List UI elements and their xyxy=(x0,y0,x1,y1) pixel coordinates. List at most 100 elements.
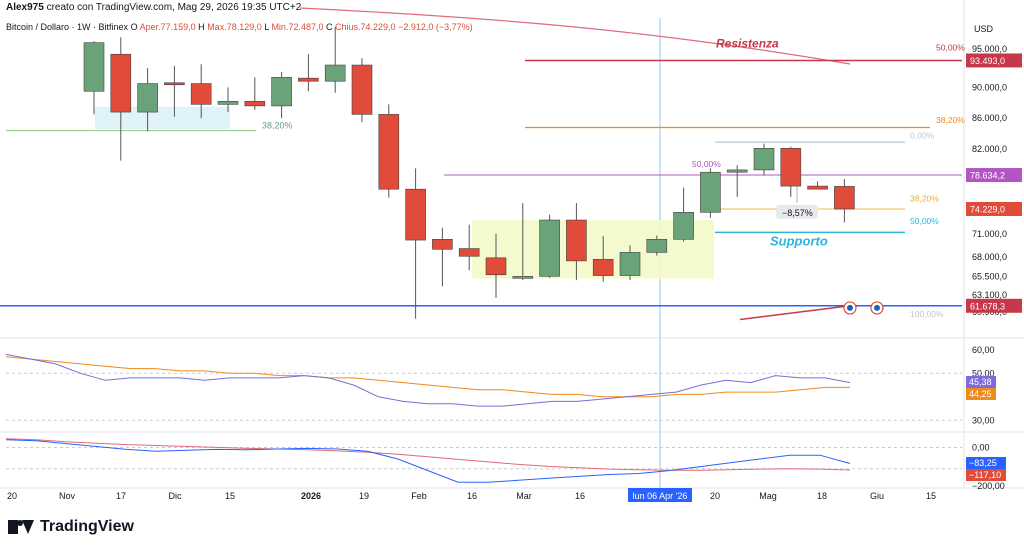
candle-body xyxy=(351,64,373,115)
measure-badge xyxy=(776,204,818,219)
time-cursor-badge xyxy=(628,488,692,502)
fib-label-support: 50,00% xyxy=(910,216,939,226)
time-tick-label: Feb xyxy=(411,491,427,501)
fib-label-100: 100,00% xyxy=(910,309,944,319)
price-badge-label: 61.678,3 xyxy=(970,301,1005,311)
resistance-label: Resistenza xyxy=(716,36,779,50)
candle-body xyxy=(619,252,641,276)
event-flag-icon-inner xyxy=(847,304,853,311)
change-value: −2.912,0 (−3,77%) xyxy=(398,22,473,32)
macd-signal-line xyxy=(5,438,851,471)
time-tick-label: Mag xyxy=(759,491,777,501)
candle-body xyxy=(432,239,453,250)
close-label: C xyxy=(326,22,333,32)
rsi-badge-label: 45,38 xyxy=(969,377,992,387)
time-tick-label: 16 xyxy=(575,491,585,501)
low-value: Min.72.487,0 xyxy=(271,22,324,32)
candle-body xyxy=(807,185,828,190)
brand-name: TradingView xyxy=(40,518,134,535)
price-tick-label: 95.000,0 xyxy=(972,44,1007,54)
macd-tick-label: −200,00 xyxy=(972,481,1005,491)
fib-label-orange: 38,20% xyxy=(936,115,965,125)
price-tick-label: 68.000,0 xyxy=(972,252,1007,262)
macd-line xyxy=(5,439,851,483)
candle-body xyxy=(83,42,105,92)
rsi-tick-label: 30,00 xyxy=(972,415,995,425)
time-tick-label: Dic xyxy=(169,491,182,501)
rsi-badge xyxy=(966,376,996,388)
price-tick-label: 71.000,0 xyxy=(972,229,1007,239)
candle-body xyxy=(217,100,239,105)
event-flag-icon-inner xyxy=(874,304,880,311)
snapshot-date: Mag 29, 2026 19:35 UTC+2 xyxy=(177,2,302,13)
price-tick-label: 90.000,0 xyxy=(972,82,1007,92)
candle-body xyxy=(753,148,775,171)
time-tick-label: 20 xyxy=(7,491,17,501)
fib-label-left: 38,20% xyxy=(262,120,293,130)
high-label: H xyxy=(198,22,205,32)
time-tick-label: 15 xyxy=(926,491,936,501)
author-name: Alex975 xyxy=(6,2,44,13)
candle-body xyxy=(110,53,132,113)
candle-body xyxy=(137,83,158,113)
macd-badge xyxy=(966,469,1006,481)
price-tick-label: 63.100,0 xyxy=(972,290,1007,300)
price-badge-label: 93.493,0 xyxy=(970,56,1005,66)
moving-average-line xyxy=(299,7,851,65)
macd-badge-label: −117,10 xyxy=(969,470,1001,480)
price-badge-label: 78.634,2 xyxy=(970,171,1005,181)
candle-body xyxy=(324,64,346,82)
price-tick-label: 82.000,0 xyxy=(972,144,1007,154)
symbol-label: Bitcoin / Dollaro · 1W · Bitfinex xyxy=(6,22,129,32)
candle-body xyxy=(646,239,668,253)
candle-body xyxy=(485,257,507,276)
candle-body xyxy=(539,219,560,277)
time-tick-label: Mar xyxy=(516,491,532,501)
price-tick-label: 86.000,0 xyxy=(972,113,1007,123)
price-badge xyxy=(966,168,1022,183)
time-tick-label: Nov xyxy=(59,491,76,501)
time-cursor-label: lun 06 Apr '26 xyxy=(633,491,688,501)
close-value: Chius.74.229,0 xyxy=(335,22,396,32)
price-tick-label: 65.500,0 xyxy=(972,271,1007,281)
rsi-line xyxy=(5,353,851,407)
footer-brand: TradingView xyxy=(8,518,134,536)
time-tick-label: 19 xyxy=(359,491,369,501)
candle-body xyxy=(378,114,400,190)
time-tick-label: 18 xyxy=(817,491,827,501)
rsi-tick-label: 60,00 xyxy=(972,345,995,355)
candle-body xyxy=(834,186,855,210)
candle-body xyxy=(726,169,748,173)
support-label: Supporto xyxy=(770,233,828,248)
measure-label: −8,57% xyxy=(782,208,813,218)
open-value: Aper.77.159,0 xyxy=(139,22,196,32)
chart-header: Alex975 creato con TradingView.com, Mag … xyxy=(6,2,301,13)
candle-body xyxy=(271,77,292,107)
low-label: L xyxy=(264,22,269,32)
open-label: O xyxy=(130,22,138,32)
fib-label-resistance: 50,00% xyxy=(936,42,965,52)
price-badge xyxy=(966,298,1022,313)
candle-body xyxy=(164,82,185,86)
candle-body xyxy=(190,83,212,105)
price-badge xyxy=(966,202,1022,217)
ohlc-legend: Bitcoin / Dollaro · 1W · Bitfinex O Aper… xyxy=(6,22,473,32)
time-tick-label: 15 xyxy=(225,491,235,501)
candle-body xyxy=(298,77,319,82)
price-badge-label: 74.229,0 xyxy=(970,205,1005,215)
fib-label-small: 38,20% xyxy=(910,194,939,204)
fib-label-violet: 50,00% xyxy=(692,159,721,169)
candle-body xyxy=(673,212,694,240)
candle-body xyxy=(244,100,266,107)
time-tick-label: 16 xyxy=(467,491,477,501)
candle-body xyxy=(405,188,426,241)
price-badge xyxy=(966,53,1022,68)
rsi-ma-line xyxy=(5,356,850,398)
candle-body xyxy=(566,219,587,262)
candle-body xyxy=(780,148,802,187)
high-value: Max.78.129,0 xyxy=(207,22,262,32)
macd-badge-label: −83,25 xyxy=(969,458,997,468)
macd-tick-label: 0,00 xyxy=(972,442,990,452)
time-tick-label: 20 xyxy=(710,491,720,501)
